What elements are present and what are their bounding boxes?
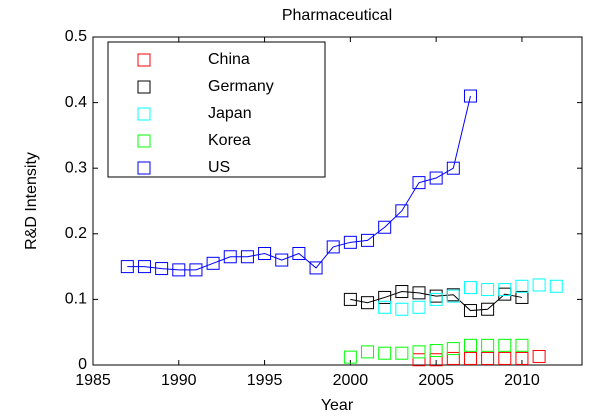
y-tick-label: 0.2 — [65, 225, 87, 242]
legend-marker — [137, 134, 151, 148]
marker — [361, 345, 375, 359]
marker — [137, 260, 151, 274]
marker — [309, 261, 323, 275]
marker — [412, 345, 426, 359]
x-tick-label: 2010 — [504, 372, 540, 389]
y-tick-label: 0.5 — [65, 28, 87, 45]
marker — [463, 89, 477, 103]
marker — [361, 233, 375, 247]
marker — [498, 338, 512, 352]
y-axis-label: R&D Intensity — [23, 152, 40, 250]
legend-label: US — [208, 159, 230, 176]
marker — [189, 263, 203, 277]
marker — [258, 246, 272, 260]
legend-marker — [137, 53, 151, 67]
marker — [412, 353, 426, 367]
marker — [378, 300, 392, 314]
marker — [515, 290, 529, 304]
legend-label: Korea — [208, 132, 251, 149]
marker — [446, 161, 460, 175]
legend-marker — [137, 107, 151, 121]
marker — [515, 279, 529, 293]
marker — [240, 250, 254, 264]
marker — [429, 171, 443, 185]
marker — [481, 302, 495, 316]
marker — [155, 262, 169, 276]
plot-area — [92, 36, 583, 366]
marker — [275, 253, 289, 267]
y-tick-label: 0.4 — [65, 94, 87, 111]
marker — [463, 338, 477, 352]
legend-label: Germany — [208, 78, 274, 95]
marker — [446, 342, 460, 356]
marker — [343, 350, 357, 364]
y-tick-label: 0.3 — [65, 159, 87, 176]
marker — [481, 351, 495, 365]
marker — [206, 256, 220, 270]
marker — [395, 204, 409, 218]
chart-title: Pharmaceutical — [282, 7, 392, 24]
x-tick-label: 1985 — [75, 372, 111, 389]
marker — [378, 290, 392, 304]
marker — [463, 351, 477, 365]
marker — [395, 302, 409, 316]
marker — [463, 281, 477, 295]
marker — [412, 176, 426, 190]
marker — [395, 346, 409, 360]
marker — [515, 338, 529, 352]
marker — [446, 289, 460, 303]
marker — [412, 286, 426, 300]
series-line — [350, 291, 523, 312]
marker — [429, 292, 443, 306]
marker — [532, 349, 546, 363]
marker — [412, 300, 426, 314]
marker — [498, 283, 512, 297]
marker — [343, 235, 357, 249]
marker — [498, 351, 512, 365]
marker — [378, 346, 392, 360]
marker — [429, 353, 443, 367]
legend-marker — [137, 161, 151, 175]
marker — [378, 220, 392, 234]
marker — [481, 283, 495, 297]
x-axis-label: Year — [321, 397, 354, 414]
y-tick-label: 0 — [78, 356, 87, 373]
marker — [481, 338, 495, 352]
legend-label: China — [208, 51, 250, 68]
marker — [343, 292, 357, 306]
marker — [223, 250, 237, 264]
x-tick-label: 2005 — [418, 372, 454, 389]
marker — [446, 351, 460, 365]
x-tick-label: 1995 — [247, 372, 283, 389]
marker — [172, 263, 186, 277]
marker — [463, 304, 477, 318]
marker — [549, 279, 563, 293]
marker — [429, 344, 443, 358]
marker — [515, 351, 529, 365]
marker — [395, 285, 409, 299]
marker — [120, 260, 134, 274]
marker — [532, 278, 546, 292]
x-tick-label: 1990 — [161, 372, 197, 389]
legend-marker — [137, 80, 151, 94]
marker — [292, 246, 306, 260]
y-tick-label: 0.1 — [65, 291, 87, 308]
marker — [326, 240, 340, 254]
marker — [361, 296, 375, 310]
x-tick-label: 2000 — [333, 372, 369, 389]
legend-box — [107, 41, 326, 178]
legend-label: Japan — [208, 105, 252, 122]
